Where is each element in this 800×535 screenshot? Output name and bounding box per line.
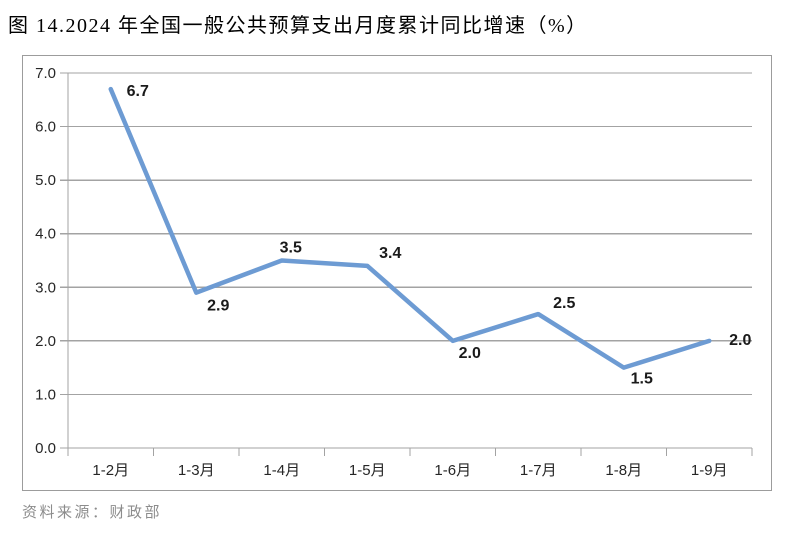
x-tick-label: 1-4月 bbox=[263, 462, 300, 479]
x-tick-label: 1-3月 bbox=[178, 462, 215, 479]
x-tick-label: 1-7月 bbox=[520, 462, 557, 479]
data-label: 2.5 bbox=[553, 295, 575, 312]
x-tick-label: 1-6月 bbox=[434, 462, 471, 479]
series-line bbox=[108, 86, 712, 370]
y-tick-label: 7.0 bbox=[35, 65, 56, 82]
chart-canvas: 0.0 1.0 2.0 3.0 4.0 5.0 6.0 7.0 1-2月 1-3月 1-4月 1-5月… bbox=[35, 65, 753, 479]
x-tick-label: 1-5月 bbox=[349, 462, 386, 479]
line-chart: 0.0 1.0 2.0 3.0 4.0 5.0 6.0 7.0 1-2月 1-3月 1-4月 1-5月… bbox=[22, 55, 772, 491]
data-label: 2.0 bbox=[459, 345, 481, 362]
x-tick-label: 1-8月 bbox=[605, 462, 642, 479]
data-label: 3.5 bbox=[280, 240, 302, 257]
data-label: 2.9 bbox=[207, 298, 229, 315]
y-tick-label: 6.0 bbox=[35, 119, 56, 136]
y-tick-label: 4.0 bbox=[35, 226, 56, 243]
y-tick-label: 3.0 bbox=[35, 279, 56, 296]
x-tick-label: 1-9月 bbox=[691, 462, 728, 479]
y-tick-label: 0.0 bbox=[35, 440, 56, 457]
y-tick-label: 5.0 bbox=[35, 172, 56, 189]
data-label: 3.4 bbox=[379, 245, 401, 262]
page-title: 图 14.2024 年全国一般公共预算支出月度累计同比增速（%） bbox=[8, 15, 588, 37]
y-tick-label: 1.0 bbox=[35, 386, 56, 403]
data-label: 2.0 bbox=[729, 332, 751, 349]
y-tick-label: 2.0 bbox=[35, 333, 56, 350]
data-label: 6.7 bbox=[127, 83, 149, 100]
x-tick-label: 1-2月 bbox=[92, 462, 129, 479]
source-note: 资料来源：财政部 bbox=[22, 505, 163, 521]
data-label: 1.5 bbox=[631, 371, 653, 388]
